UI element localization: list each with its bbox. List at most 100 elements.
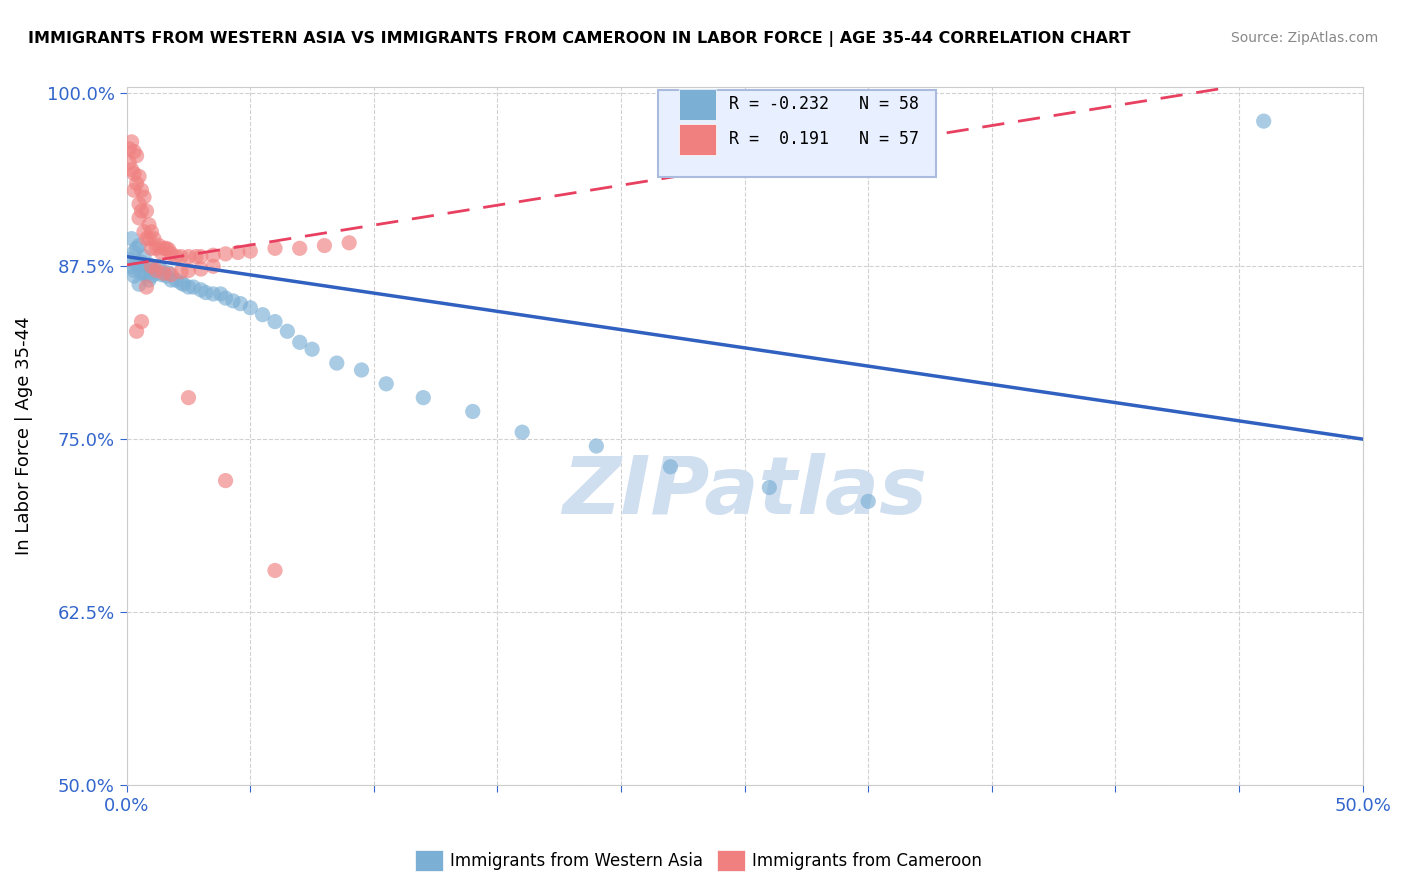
Point: [214, 291, 236, 305]
Point: [155, 268, 177, 283]
Point: [375, 376, 398, 391]
Point: [177, 280, 200, 294]
Point: [264, 564, 287, 578]
Point: [170, 276, 193, 290]
Point: [170, 265, 193, 279]
Point: [135, 260, 157, 274]
Point: [122, 167, 145, 181]
Point: [337, 235, 360, 250]
Point: [118, 252, 141, 267]
Point: [148, 260, 170, 274]
Point: [135, 268, 157, 282]
Point: [122, 263, 145, 277]
Text: Immigrants from Cameroon: Immigrants from Cameroon: [752, 852, 981, 870]
Point: [122, 183, 145, 197]
Point: [160, 247, 183, 261]
Point: [152, 266, 174, 280]
Point: [125, 256, 148, 270]
Point: [226, 245, 249, 260]
Point: [157, 243, 180, 257]
Point: [190, 262, 212, 277]
Point: [122, 245, 145, 260]
Point: [142, 232, 165, 246]
Point: [138, 258, 160, 272]
Point: [214, 247, 236, 261]
Point: [141, 268, 163, 283]
Point: [128, 169, 150, 184]
Point: [222, 293, 245, 308]
Point: [132, 250, 155, 264]
Point: [165, 250, 187, 264]
Point: [152, 265, 174, 279]
Point: [152, 241, 174, 255]
Point: [138, 218, 160, 232]
Text: R =  0.191   N = 57: R = 0.191 N = 57: [728, 130, 918, 148]
Point: [239, 244, 262, 258]
Point: [510, 425, 533, 440]
Point: [121, 135, 143, 149]
Point: [125, 241, 148, 255]
Point: [177, 250, 200, 264]
Point: [252, 308, 274, 322]
Point: [160, 273, 183, 287]
Point: [209, 287, 232, 301]
FancyBboxPatch shape: [679, 124, 716, 155]
Point: [183, 280, 205, 294]
Point: [121, 162, 143, 177]
Point: [264, 241, 287, 255]
Point: [132, 190, 155, 204]
Point: [194, 285, 217, 300]
Point: [412, 391, 434, 405]
Point: [118, 142, 141, 156]
Text: ZIPatlas: ZIPatlas: [562, 452, 927, 531]
Point: [177, 263, 200, 277]
Point: [288, 335, 311, 350]
Point: [239, 301, 262, 315]
Point: [135, 280, 157, 294]
Point: [301, 343, 323, 357]
Point: [135, 204, 157, 219]
Point: [1253, 114, 1275, 128]
Point: [173, 277, 195, 292]
Point: [145, 241, 167, 255]
Point: [202, 260, 225, 274]
Text: R = -0.232   N = 58: R = -0.232 N = 58: [728, 95, 918, 113]
Point: [125, 177, 148, 191]
Point: [142, 263, 165, 277]
Point: [190, 283, 212, 297]
Point: [214, 474, 236, 488]
Text: Immigrants from Western Asia: Immigrants from Western Asia: [450, 852, 703, 870]
Point: [659, 459, 682, 474]
Point: [138, 273, 160, 287]
Point: [314, 238, 336, 252]
Point: [131, 266, 153, 280]
Point: [461, 404, 484, 418]
Point: [145, 263, 167, 277]
FancyBboxPatch shape: [679, 88, 716, 120]
Point: [145, 266, 167, 280]
Point: [125, 149, 148, 163]
Point: [858, 494, 880, 508]
Point: [758, 481, 780, 495]
Point: [157, 266, 180, 280]
Point: [131, 204, 153, 219]
FancyBboxPatch shape: [658, 90, 936, 178]
Y-axis label: In Labor Force | Age 35-44: In Labor Force | Age 35-44: [15, 317, 32, 555]
Point: [128, 238, 150, 252]
Point: [128, 258, 150, 272]
Point: [141, 241, 163, 255]
Text: IMMIGRANTS FROM WESTERN ASIA VS IMMIGRANTS FROM CAMEROON IN LABOR FORCE | AGE 35: IMMIGRANTS FROM WESTERN ASIA VS IMMIGRAN…: [28, 31, 1130, 47]
Point: [264, 315, 287, 329]
Point: [350, 363, 373, 377]
Point: [276, 324, 298, 338]
Point: [141, 262, 163, 277]
Point: [128, 197, 150, 211]
Point: [229, 296, 252, 310]
Point: [326, 356, 349, 370]
Point: [170, 250, 193, 264]
Point: [148, 238, 170, 252]
Point: [135, 232, 157, 246]
Point: [131, 315, 153, 329]
Point: [122, 268, 145, 283]
Point: [121, 260, 143, 274]
